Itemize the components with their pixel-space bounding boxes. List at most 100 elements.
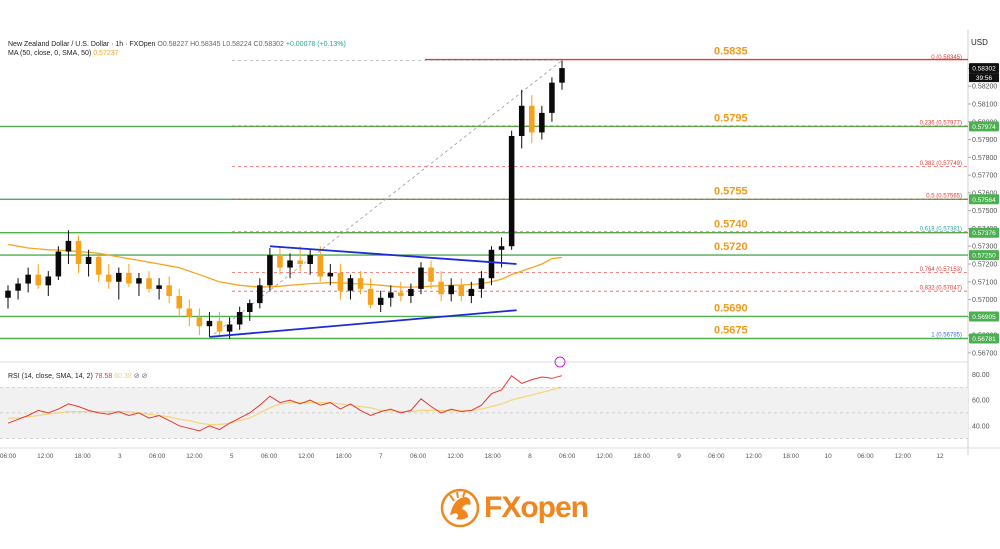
- x-tick-label: 06:00: [708, 453, 725, 460]
- x-tick-label: 06:00: [149, 453, 166, 460]
- y-tick-label: 0.57000: [972, 297, 997, 304]
- fib-label: 0 (0.58345): [931, 55, 962, 61]
- chart-svg[interactable]: 0.583000.582000.581000.580000.579000.578…: [0, 0, 1000, 465]
- ma-label: MA (50, close, 0, SMA, 50): [8, 50, 92, 57]
- candle-body: [438, 281, 444, 295]
- ohlc-label: O0.58227 H0.58345 L0.58224 C0.58302: [157, 41, 284, 48]
- alert-icon: [554, 356, 566, 368]
- x-tick-label: 06:00: [0, 453, 17, 460]
- symbol-label: New Zealand Dollar / U.S. Dollar · 1h · …: [8, 41, 156, 48]
- x-tick-label: 18:00: [634, 453, 651, 460]
- x-tick-label: 18:00: [335, 453, 352, 460]
- candle-body: [126, 272, 132, 284]
- candle-body: [75, 240, 82, 264]
- candle-body: [116, 272, 122, 282]
- rsi-value: 78.58: [94, 373, 113, 380]
- candle-body: [146, 278, 152, 289]
- level-label: 0.5690: [714, 302, 748, 314]
- candle-body: [418, 267, 424, 289]
- candle-body: [518, 105, 525, 136]
- level-label: 0.5755: [714, 185, 748, 197]
- x-tick-label: 06:00: [410, 453, 427, 460]
- candle-body: [186, 308, 193, 318]
- chart-area[interactable]: 0.583000.582000.581000.580000.579000.578…: [0, 0, 1000, 465]
- fib-label: 0.618 (0.57381): [920, 226, 962, 232]
- x-tick-label: 18:00: [783, 453, 800, 460]
- visibility-icon[interactable]: ⊘ ⊘: [133, 373, 148, 380]
- countdown-badge: [969, 73, 999, 83]
- candle-body: [55, 251, 62, 277]
- candle-body: [216, 320, 223, 332]
- candle-body: [337, 272, 344, 291]
- x-tick-label: 12:00: [298, 453, 315, 460]
- candle-body: [257, 285, 263, 304]
- candle-body: [498, 246, 505, 250]
- candle-body: [317, 255, 324, 277]
- candle-body: [367, 288, 374, 305]
- candle-body: [508, 136, 515, 247]
- candle-body: [85, 256, 92, 264]
- price-badge-label: 0.56905: [972, 314, 996, 321]
- candle-body: [468, 288, 475, 296]
- candle-body: [226, 324, 233, 332]
- currency-label: USD: [971, 38, 988, 47]
- y-tick-label: 0.56700: [972, 350, 997, 357]
- y-tick-label: 0.58100: [972, 102, 997, 109]
- candle-body: [277, 255, 283, 268]
- price-badge: [969, 250, 999, 261]
- candle-body: [398, 292, 404, 296]
- candle-body: [488, 249, 495, 279]
- candle-body: [35, 274, 41, 286]
- ma-legend: MA (50, close, 0, SMA, 50) 0.57237: [8, 50, 119, 57]
- x-tick-label: 12:00: [895, 453, 912, 460]
- candle-body: [559, 68, 565, 83]
- price-badge: [969, 121, 999, 132]
- x-tick-label: 5: [230, 453, 234, 460]
- candle-body: [539, 112, 545, 133]
- logo-wordmark: FXopen: [484, 491, 589, 524]
- fib-label: 0.832 (0.57047): [920, 286, 962, 292]
- price-badge-label: 0.57250: [972, 253, 996, 260]
- y-tick-label: 0.57200: [972, 262, 997, 269]
- candle-body: [267, 255, 273, 286]
- candle-body: [458, 285, 465, 296]
- fib-diagonal: [209, 60, 563, 339]
- candle-body: [327, 272, 334, 277]
- candle-body: [246, 303, 253, 312]
- y-tick-label: 0.58200: [972, 84, 997, 91]
- ma-value: 0.57237: [93, 50, 119, 57]
- price-badge: [969, 227, 999, 238]
- x-tick-label: 9: [677, 453, 681, 460]
- y-tick-label: 0.57300: [972, 244, 997, 251]
- price-badge-label: 0.57564: [972, 197, 996, 204]
- fib-label: 0.764 (0.57153): [920, 267, 962, 273]
- price-badge: [969, 63, 999, 74]
- rsi-tick-label: 60.00: [972, 398, 990, 405]
- candle-body: [377, 297, 384, 305]
- x-tick-label: 18:00: [74, 453, 91, 460]
- y-tick-label: 0.57800: [972, 155, 997, 162]
- rsi-label: RSI (14, close, SMA, 14, 2): [8, 373, 93, 380]
- candle-body: [196, 317, 203, 327]
- level-label: 0.5795: [714, 112, 748, 124]
- countdown-label: 39:56: [976, 75, 993, 82]
- x-tick-label: 7: [379, 453, 383, 460]
- y-tick-label: 0.57700: [972, 173, 997, 180]
- level-label: 0.5675: [714, 324, 748, 336]
- rsi-legend: RSI (14, close, SMA, 14, 2) 78.58 60.38 …: [8, 372, 147, 380]
- candle-body: [156, 285, 162, 289]
- y-tick-label: 0.57600: [972, 190, 997, 197]
- dragon-logo-icon: [440, 488, 480, 528]
- price-badge-label: 0.57376: [972, 230, 996, 237]
- fib-label: 1 (0.56785): [931, 332, 962, 338]
- candle-body: [529, 105, 535, 133]
- y-tick-label: 0.57900: [972, 137, 997, 144]
- change-label: +0.00078 (+0.13%): [285, 41, 346, 48]
- candle-body: [428, 267, 434, 282]
- chart-legend-main: New Zealand Dollar / U.S. Dollar · 1h · …: [8, 41, 346, 48]
- price-badge-label: 0.58302: [972, 66, 996, 73]
- candle-body: [45, 276, 52, 286]
- candle-body: [387, 292, 394, 298]
- x-tick-label: 8: [528, 453, 532, 460]
- candle-body: [105, 274, 112, 282]
